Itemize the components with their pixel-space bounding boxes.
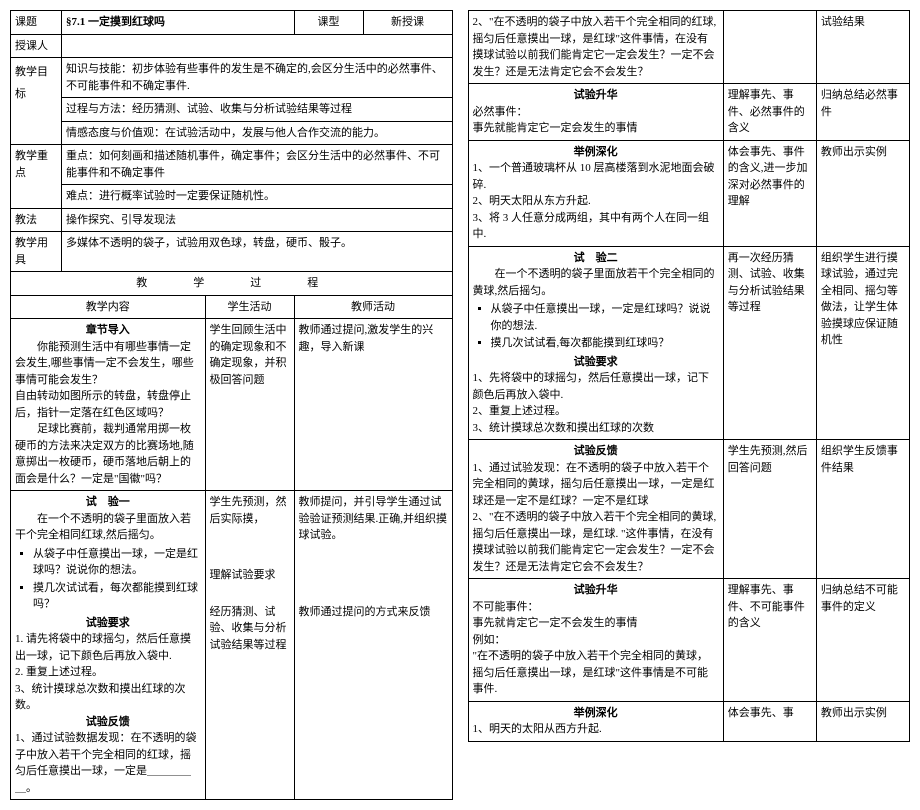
intro-student: 学生回顾生活中的确定现象和不确定现象，并积极回答问题 bbox=[205, 319, 294, 491]
goal3: 情感态度与价值观：在试验活动中，发展与他人合作交流的能力。 bbox=[62, 121, 453, 145]
exp2-h: 试 验二 bbox=[473, 250, 719, 267]
exp1-content: 试 验一 在一个不透明的袋子里面放入若干个完全相同红球,然后摇匀。 从袋子中任意… bbox=[11, 491, 206, 800]
exp2-req3: 3、统计摸球总次数和摸出红球的次数 bbox=[473, 420, 719, 437]
intro-p1: 你能预测生活中有哪些事情一定会发生,哪些事情一定不会发生，哪些事情可能会发生？ bbox=[15, 339, 201, 389]
r2-p2: 事先就能肯定它一定会发生的事情 bbox=[473, 120, 719, 137]
ex-c1: 举例深化 1、明天的太阳从西方升起. bbox=[468, 701, 723, 741]
process-title: 教 学 过 程 bbox=[11, 272, 453, 296]
exp2-req1: 1、先将袋中的球摇匀，然后任意摸出一球，记下颜色后再放入袋中. bbox=[473, 370, 719, 403]
val-method: 操作探究、引导发现法 bbox=[62, 208, 453, 232]
goal2: 过程与方法：经历猜测、试验、收集与分析试验结果等过程 bbox=[62, 98, 453, 122]
col-content: 教学内容 bbox=[11, 295, 206, 319]
ex-h: 举例深化 bbox=[473, 705, 719, 722]
exp2-p1: 在一个不透明的袋子里面放若干个完全相同的黄球,然后摇匀。 bbox=[473, 266, 719, 299]
goal1: 知识与技能：初步体验有些事件的发生是不确定的,会区分生活中的必然事件、不可能事件… bbox=[62, 58, 453, 98]
label-keypoints: 教学重点 bbox=[11, 145, 62, 209]
exp1-t1: 教师提问，并引导学生通过试验验证预测结果.正确,并组织摸球试验。 bbox=[299, 494, 448, 544]
r1-c3: 试验结果 bbox=[816, 11, 909, 84]
up-h: 试验升华 bbox=[473, 582, 719, 599]
lesson-table-2: 2、"在不透明的袋子中放入若干个完全相同的红球,摇匀后任意摸出一球，是红球"这件… bbox=[468, 10, 911, 742]
intro-p2: 自由转动如图所示的转盘，转盘停止后，指针一定落在红色区域吗？ bbox=[15, 388, 201, 421]
label-tools: 教学用具 bbox=[11, 232, 62, 272]
kp2: 难点：进行概率试验时一定要保证随机性。 bbox=[62, 185, 453, 209]
exp2-req2: 2、重复上述过程。 bbox=[473, 403, 719, 420]
label-method: 教法 bbox=[11, 208, 62, 232]
r3-l3: 3、将 3 人任意分成两组，其中有两个人在同一组中. bbox=[473, 210, 719, 243]
exp1-s1: 学生先预测，然后实际摸， bbox=[210, 494, 290, 527]
up-p4: "在不透明的袋子中放入若干个完全相同的黄球，摇匀后任意摸出一球，是红球"这件事情… bbox=[473, 648, 719, 698]
r2-h: 试验升华 bbox=[473, 87, 719, 104]
fb-h: 试验反馈 bbox=[473, 443, 719, 460]
exp1-req-h: 试验要求 bbox=[15, 615, 201, 632]
exp1-fb-h: 试验反馈 bbox=[15, 714, 201, 731]
ex-c3: 教师出示实例 bbox=[816, 701, 909, 741]
exp2-li1: 从袋子中任意摸出一球，一定是红球吗？说说你的想法. bbox=[491, 301, 719, 334]
fb-l1: 1、通过试验发现：在不透明的袋子中放入若干个完全相同的黄球，摇匀后任意摸出一球，… bbox=[473, 460, 719, 510]
ex-c2: 体会事先、事 bbox=[723, 701, 816, 741]
fb-l2: 2、"在不透明的袋子中放入若干个完全相同的黄球,摇匀后任意摸出一球，是红球. "… bbox=[473, 509, 719, 575]
r3-h: 举例深化 bbox=[473, 144, 719, 161]
val-tools: 多媒体不透明的袋子，试验用双色球，转盘，硬币、骰子。 bbox=[62, 232, 453, 272]
label-teacher: 授课人 bbox=[11, 34, 62, 58]
exp2-req-h: 试验要求 bbox=[473, 354, 719, 371]
kp1: 重点：如何刻画和描述随机事件，确定事件；会区分生活中的必然事件、不可能事件和不确… bbox=[62, 145, 453, 185]
r3-c1: 举例深化 1、一个普通玻璃杯从 10 层高楼落到水泥地面会破碎. 2、明天太阳从… bbox=[468, 140, 723, 246]
fb-c2: 学生先预测,然后回答问题 bbox=[723, 440, 816, 579]
exp1-li2: 摸几次试试看，每次都能摸到红球吗？ bbox=[33, 580, 201, 613]
exp1-req3: 3、统计摸球总次数和摸出红球的次数。 bbox=[15, 681, 201, 714]
right-page: 2、"在不透明的袋子中放入若干个完全相同的红球,摇匀后任意摸出一球，是红球"这件… bbox=[468, 10, 911, 800]
r1-c2 bbox=[723, 11, 816, 84]
exp2-c1: 试 验二 在一个不透明的袋子里面放若干个完全相同的黄球,然后摇匀。 从袋子中任意… bbox=[468, 246, 723, 440]
col-teacher: 教师活动 bbox=[294, 295, 452, 319]
intro-p3: 足球比赛前，裁判通常用掷一枚硬币的方法来决定双方的比赛场地,随意掷出一枚硬币，硬… bbox=[15, 421, 201, 487]
up-c1: 试验升华 不可能事件： 事先就肯定它一定不会发生的事情 例如： "在不透明的袋子… bbox=[468, 579, 723, 702]
exp1-s2: 理解试验要求 bbox=[210, 567, 290, 584]
left-page: 课题 §7.1 一定摸到红球吗 课型 新授课 授课人 教学目标 知识与技能：初步… bbox=[10, 10, 453, 800]
exp2-li2: 摸几次试试看,每次都能摸到红球吗？ bbox=[491, 335, 719, 352]
exp1-s3: 经历猜测、试验、收集与分析试验结果等过程 bbox=[210, 604, 290, 654]
val-teacher bbox=[62, 34, 453, 58]
up-p3: 例如： bbox=[473, 632, 719, 649]
lesson-table: 课题 §7.1 一定摸到红球吗 课型 新授课 授课人 教学目标 知识与技能：初步… bbox=[10, 10, 453, 800]
up-c2: 理解事先、事件、不可能事件的含义 bbox=[723, 579, 816, 702]
label-topic: 课题 bbox=[11, 11, 62, 35]
exp1-teacher: 教师提问，并引导学生通过试验验证预测结果.正确,并组织摸球试验。 教师通过提问的… bbox=[294, 491, 452, 800]
exp1-h: 试 验一 bbox=[15, 494, 201, 511]
exp2-c3: 组织学生进行摸球试验，通过完全相同、摇匀等做法，让学生体验摸球应保证随机性 bbox=[816, 246, 909, 440]
r3-l2: 2、明天太阳从东方升起. bbox=[473, 193, 719, 210]
up-p1: 不可能事件： bbox=[473, 599, 719, 616]
val-type: 新授课 bbox=[363, 11, 452, 35]
exp2-c2: 再一次经历猜测、试验、收集与分析试验结果等过程 bbox=[723, 246, 816, 440]
intro-content: 章节导入 你能预测生活中有哪些事情一定会发生,哪些事情一定不会发生，哪些事情可能… bbox=[11, 319, 206, 491]
r2-c2: 理解事先、事件、必然事件的含义 bbox=[723, 84, 816, 141]
ex-l1: 1、明天的太阳从西方升起. bbox=[473, 721, 719, 738]
exp1-req1: 1. 请先将袋中的球摇匀，然后任意摸出一球，记下颜色后再放入袋中. bbox=[15, 631, 201, 664]
r1-c1: 2、"在不透明的袋子中放入若干个完全相同的红球,摇匀后任意摸出一球，是红球"这件… bbox=[468, 11, 723, 84]
exp1-li1: 从袋子中任意摸出一球，一定是红球吗？说说你的想法。 bbox=[33, 546, 201, 579]
label-type: 课型 bbox=[294, 11, 363, 35]
r3-c2: 体会事先、事件的含义,进一步加深对必然事件的理解 bbox=[723, 140, 816, 246]
exp1-t2: 教师通过提问的方式来反馈 bbox=[299, 604, 448, 621]
r3-l1: 1、一个普通玻璃杯从 10 层高楼落到水泥地面会破碎. bbox=[473, 160, 719, 193]
r2-p: 必然事件： bbox=[473, 104, 719, 121]
intro-teacher: 教师通过提问,激发学生的兴趣，导入新课 bbox=[294, 319, 452, 491]
exp1-p1: 在一个不透明的袋子里面放入若干个完全相同红球,然后摇匀。 bbox=[15, 511, 201, 544]
up-p2: 事先就肯定它一定不会发生的事情 bbox=[473, 615, 719, 632]
fb-c1: 试验反馈 1、通过试验发现：在不透明的袋子中放入若干个完全相同的黄球，摇匀后任意… bbox=[468, 440, 723, 579]
col-student: 学生活动 bbox=[205, 295, 294, 319]
r3-c3: 教师出示实例 bbox=[816, 140, 909, 246]
exp1-student: 学生先预测，然后实际摸， 理解试验要求 经历猜测、试验、收集与分析试验结果等过程 bbox=[205, 491, 294, 800]
label-goals: 教学目标 bbox=[11, 58, 62, 145]
up-c3: 归纳总结不可能事件的定义 bbox=[816, 579, 909, 702]
exp1-fb1: 1、通过试验数据发现：在不透明的袋子中放入若干个完全相同的红球，摇匀后任意摸出一… bbox=[15, 730, 201, 796]
intro-h: 章节导入 bbox=[15, 322, 201, 339]
val-topic: §7.1 一定摸到红球吗 bbox=[62, 11, 295, 35]
fb-c3: 组织学生反馈事件结果 bbox=[816, 440, 909, 579]
r2-c3: 归纳总结必然事件 bbox=[816, 84, 909, 141]
r2-c1: 试验升华 必然事件： 事先就能肯定它一定会发生的事情 bbox=[468, 84, 723, 141]
exp1-req2: 2. 重复上述过程。 bbox=[15, 664, 201, 681]
